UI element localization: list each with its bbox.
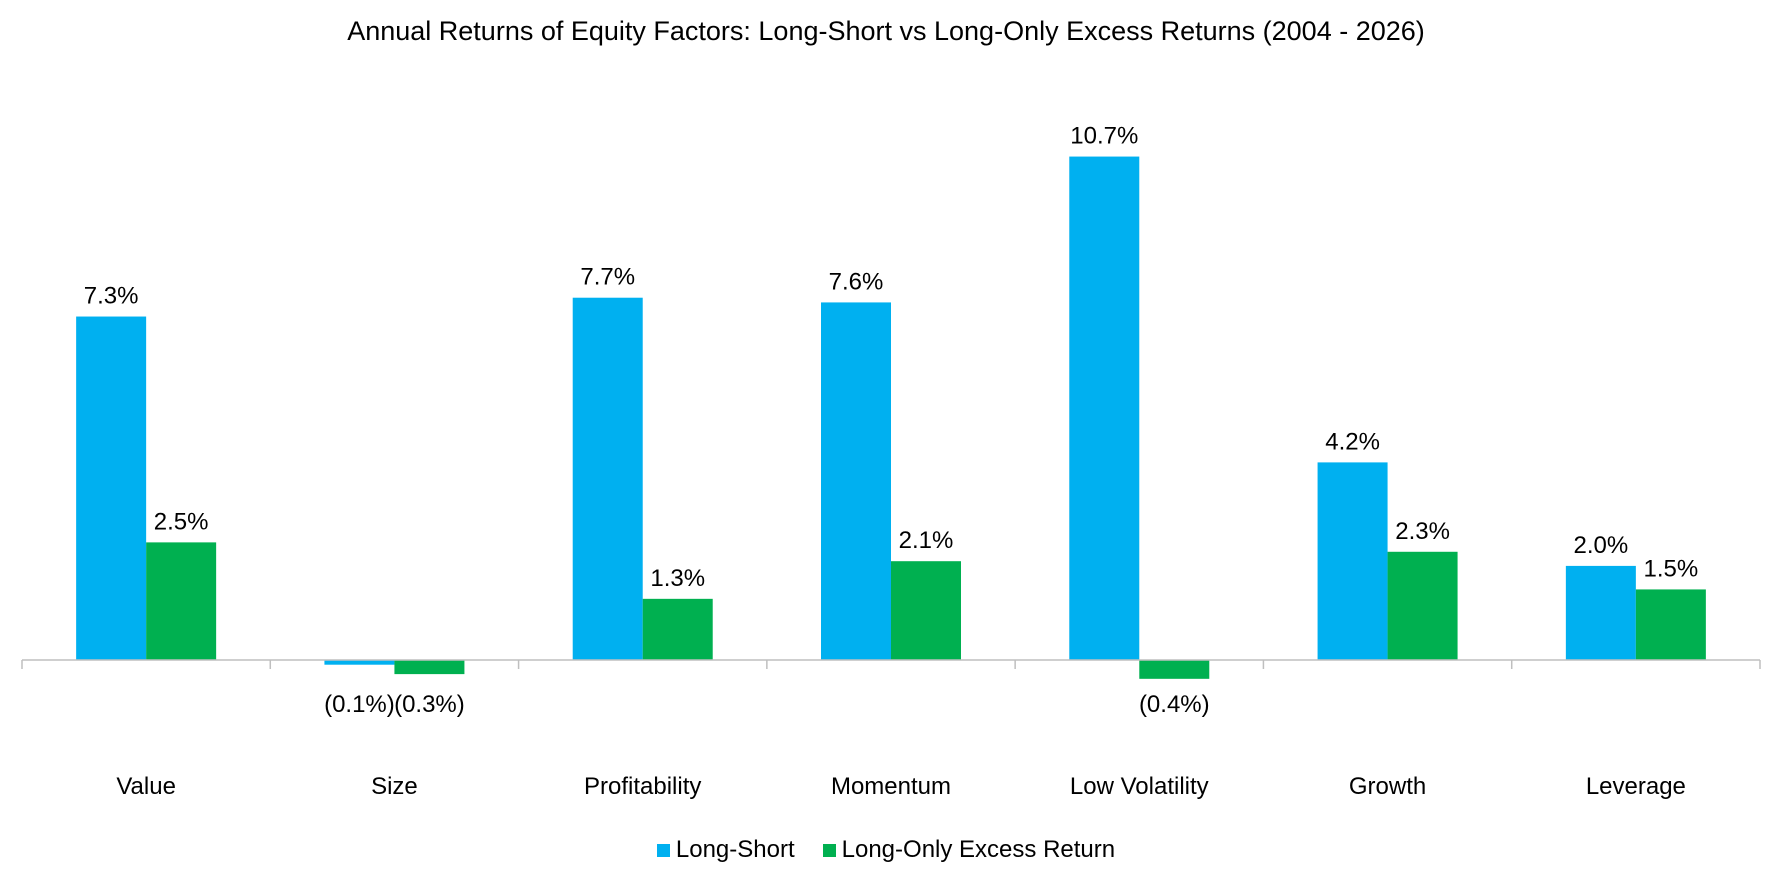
data-label: 2.3% xyxy=(1395,518,1450,545)
data-label: 4.2% xyxy=(1325,428,1380,455)
data-label: 2.0% xyxy=(1574,532,1629,559)
category-label: Growth xyxy=(1349,773,1426,800)
category-label: Momentum xyxy=(831,773,951,800)
bar-long-only-profitability xyxy=(642,598,713,660)
data-label: 7.6% xyxy=(829,268,884,295)
x-axis xyxy=(21,659,1761,669)
legend-swatch-long-only xyxy=(822,843,836,857)
category-label: Size xyxy=(371,773,418,800)
data-label: 7.7% xyxy=(580,264,635,291)
data-label: (0.3%) xyxy=(394,691,465,718)
bar-long-short-low-volatility xyxy=(1069,156,1140,660)
bar-long-short-growth xyxy=(1317,462,1388,660)
category-labels: Value Size Profitability Momentum Low Volati… xyxy=(116,773,1686,800)
category-label: Value xyxy=(116,773,176,800)
bar-long-short-leverage xyxy=(1565,565,1636,660)
data-label: 1.5% xyxy=(1644,555,1699,582)
legend-swatch-long-short xyxy=(656,843,670,857)
data-label: (0.4%) xyxy=(1139,691,1210,718)
bar-long-only-momentum xyxy=(891,561,961,660)
data-label: 7.3% xyxy=(84,283,139,310)
chart-title: Annual Returns of Equity Factors: Long-S… xyxy=(347,16,1425,46)
data-label: 2.5% xyxy=(154,508,209,535)
data-label: 2.1% xyxy=(899,527,954,554)
legend: Long-Short Long-Only Excess Return xyxy=(0,836,1772,864)
category-label: Low Volatility xyxy=(1070,773,1209,800)
legend-label-long-only: Long-Only Excess Return xyxy=(841,836,1116,863)
category-label: Profitability xyxy=(584,773,701,800)
data-label: 1.3% xyxy=(650,565,705,592)
legend-item-long-short: Long-Short xyxy=(656,836,795,864)
data-label: (0.1%) xyxy=(324,691,395,718)
bars-layer xyxy=(76,156,1706,679)
bar-long-only-leverage xyxy=(1635,589,1706,660)
data-labels: 7.3% 2.5% (0.1%) (0.3%) 7.7% 1.3% 7.6% 2.1% 10.7… xyxy=(84,123,1698,718)
category-label: Leverage xyxy=(1586,773,1686,800)
legend-label-long-short: Long-Short xyxy=(675,836,795,863)
bar-long-short-size xyxy=(324,660,395,665)
legend-item-long-only: Long-Only Excess Return xyxy=(822,836,1116,864)
data-label: 10.7% xyxy=(1070,123,1138,150)
bar-long-only-growth xyxy=(1387,551,1458,660)
bar-long-only-value xyxy=(146,542,217,660)
bar-long-short-profitability xyxy=(572,297,643,660)
bar-long-only-low-volatility xyxy=(1139,660,1210,679)
bar-long-only-size xyxy=(394,660,465,675)
bar-long-short-value xyxy=(76,316,147,660)
bar-long-short-momentum xyxy=(821,302,891,660)
